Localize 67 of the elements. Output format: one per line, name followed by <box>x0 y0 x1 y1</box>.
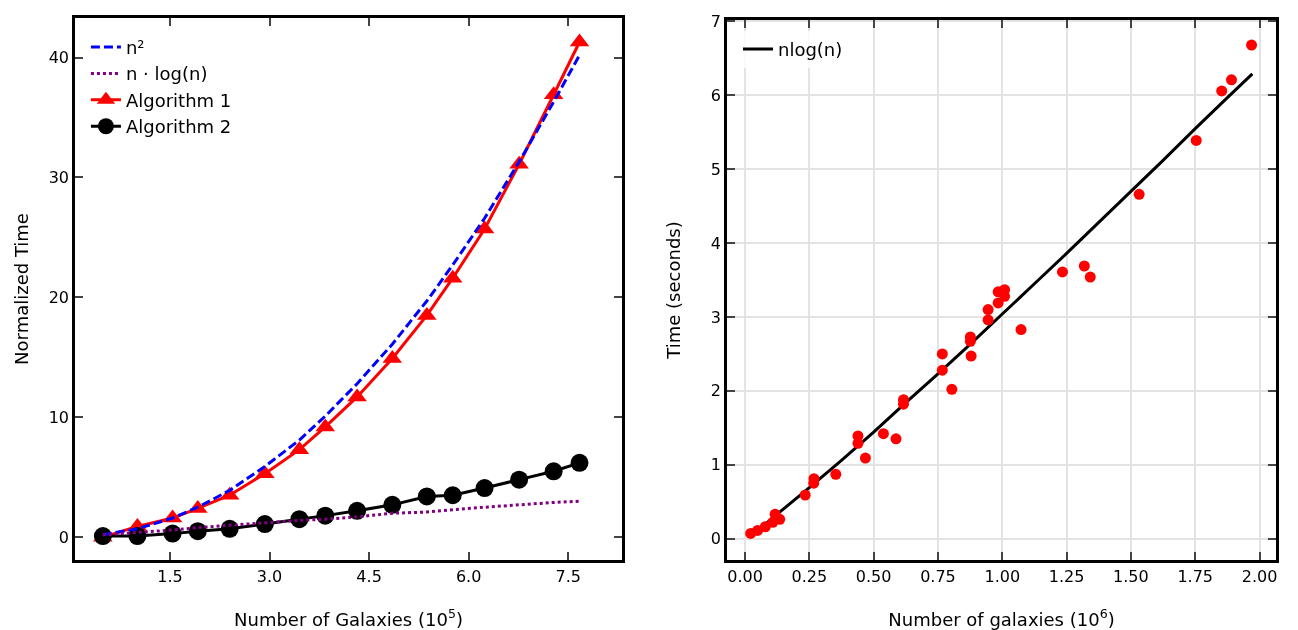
legend-label: n² <box>125 37 145 59</box>
point <box>417 487 436 506</box>
y-tick-label: 5 <box>710 159 722 179</box>
x-axis-title: Number of Galaxies (10$^{5}$) <box>234 605 463 630</box>
x-tick-label: 1.5 <box>157 566 183 586</box>
point <box>443 486 462 505</box>
point <box>510 470 529 489</box>
point <box>1190 134 1202 146</box>
point <box>830 468 842 480</box>
point <box>936 364 948 376</box>
y-axis-title: Time (seconds) <box>662 221 684 360</box>
point <box>347 388 367 402</box>
x-axis-title: Number of galaxies (10$^{6}$) <box>888 605 1115 630</box>
x-tick-label: 3.0 <box>256 566 283 586</box>
point <box>982 304 994 316</box>
y-tick-label: 20 <box>48 287 70 307</box>
point <box>383 495 402 514</box>
y-axis-title: Normalized Time <box>10 213 32 365</box>
y-tick-label: 2 <box>710 381 722 401</box>
x-tick-label: 6.0 <box>455 566 482 586</box>
y-tick-label: 40 <box>48 48 70 68</box>
y-tick-label: 30 <box>48 168 70 188</box>
point <box>1246 39 1258 51</box>
x-tick-label: 4.5 <box>356 566 382 586</box>
point <box>982 314 994 326</box>
point <box>946 383 958 395</box>
y-tick-label: 0 <box>710 529 722 549</box>
point <box>544 462 563 481</box>
x-tick-label: 0.00 <box>727 566 763 586</box>
y-tick-label: 0 <box>58 527 70 547</box>
x-tick-label: 1.00 <box>984 566 1021 586</box>
point <box>1225 74 1237 86</box>
point <box>1056 266 1068 278</box>
x-tick-label: 0.50 <box>855 566 892 586</box>
y-tick-label: 3 <box>710 307 722 327</box>
y-tick-label: 10 <box>48 407 70 427</box>
point <box>1015 324 1027 336</box>
legend-label: Algorithm 1 <box>125 89 232 111</box>
point <box>890 433 902 445</box>
x-tick-label: 1.75 <box>1177 566 1214 586</box>
x-tick-label: 0.75 <box>920 566 956 586</box>
point <box>348 501 367 520</box>
legend-label: Algorithm 2 <box>125 116 232 138</box>
point <box>1216 85 1228 97</box>
y-tick-label: 4 <box>710 233 722 253</box>
x-tick-label: 1.50 <box>1113 566 1149 586</box>
point <box>570 453 589 472</box>
y-tick-label: 1 <box>710 455 722 475</box>
y-tick-label: 7 <box>710 12 722 32</box>
point <box>877 428 889 440</box>
x-tick-label: 0.25 <box>791 566 828 586</box>
x-tick-label: 1.25 <box>1048 566 1085 586</box>
point <box>965 350 977 362</box>
x-tick-label: 2.00 <box>1241 566 1278 586</box>
point <box>799 489 811 501</box>
point <box>1084 271 1096 283</box>
point <box>1133 188 1145 200</box>
legend-label: n · log(n) <box>125 63 208 85</box>
point <box>1078 260 1090 272</box>
point <box>417 306 437 320</box>
point <box>475 479 494 498</box>
legend-label: nlog(n) <box>777 39 843 61</box>
point <box>859 452 871 464</box>
y-tick-label: 6 <box>710 85 722 105</box>
x-tick-label: 7.5 <box>555 566 581 586</box>
point <box>188 522 207 541</box>
point <box>936 348 948 360</box>
